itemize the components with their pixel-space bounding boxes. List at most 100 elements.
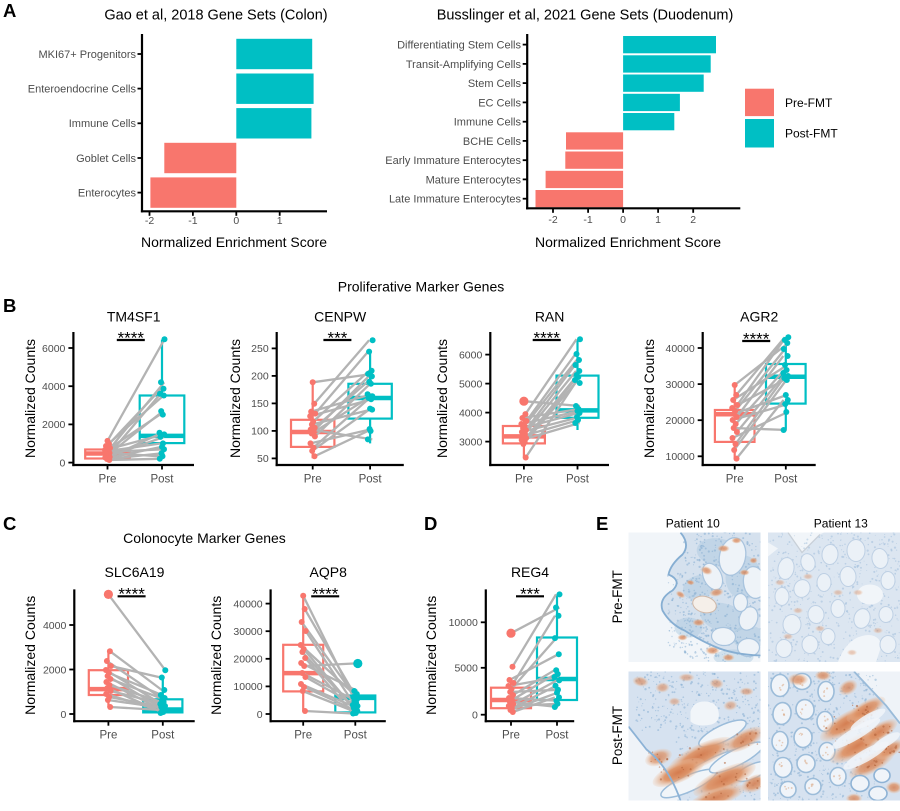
svg-text:***: *** [327,328,347,347]
svg-text:Busslinger et al, 2021 Gene Se: Busslinger et al, 2021 Gene Sets (Duoden… [437,8,734,24]
svg-text:4000: 4000 [42,381,66,393]
svg-text:A: A [3,0,16,21]
svg-text:30000: 30000 [665,379,694,391]
svg-text:Pre: Pre [99,474,117,486]
svg-text:****: **** [312,585,339,604]
svg-text:10000: 10000 [233,681,262,693]
svg-text:Pre: Pre [502,730,520,742]
svg-text:Normalized Enrichment Score: Normalized Enrichment Score [141,234,327,250]
svg-text:10000: 10000 [665,451,694,463]
svg-text:Pre-FMT: Pre-FMT [785,96,833,110]
svg-text:REG4: REG4 [511,564,549,580]
svg-text:MKI67+ Progenitors: MKI67+ Progenitors [38,49,136,61]
svg-text:Mature Enterocytes: Mature Enterocytes [426,174,522,186]
svg-text:40000: 40000 [233,598,262,610]
svg-text:BCHE Cells: BCHE Cells [463,136,522,148]
svg-text:Goblet Cells: Goblet Cells [76,153,136,165]
svg-text:Normalized Counts: Normalized Counts [22,339,38,458]
svg-text:6000: 6000 [459,349,483,361]
svg-text:Normalized Counts: Normalized Counts [227,339,243,458]
svg-text:RAN: RAN [535,308,565,324]
svg-text:***: *** [520,585,540,604]
svg-text:-1: -1 [188,215,197,227]
svg-text:****: **** [118,328,145,347]
svg-text:Late Immature Enterocytes: Late Immature Enterocytes [389,194,522,206]
svg-text:B: B [3,295,16,316]
svg-text:Post-FMT: Post-FMT [610,706,625,765]
svg-text:2000: 2000 [43,664,67,676]
svg-text:Post: Post [566,474,590,486]
svg-text:5000: 5000 [459,378,483,390]
svg-text:Immune Cells: Immune Cells [69,118,137,130]
svg-text:Post: Post [359,474,383,486]
svg-text:****: **** [533,328,560,347]
svg-text:-1: -1 [583,214,592,226]
svg-text:EC Cells: EC Cells [478,97,521,109]
svg-text:20000: 20000 [233,654,262,666]
svg-text:40000: 40000 [665,343,694,355]
svg-text:0: 0 [60,457,66,469]
svg-text:Post-FMT: Post-FMT [785,126,838,140]
svg-text:200: 200 [251,371,269,383]
svg-text:-2: -2 [548,214,557,226]
svg-text:0: 0 [620,214,626,226]
svg-text:10000: 10000 [449,617,478,629]
svg-text:0: 0 [233,215,239,227]
svg-text:4000: 4000 [43,620,67,632]
svg-text:Proliferative Marker Genes: Proliferative Marker Genes [338,279,505,295]
svg-text:Pre: Pre [304,474,322,486]
svg-text:150: 150 [251,398,269,410]
svg-text:Post: Post [545,730,569,742]
svg-text:Normalized Counts: Normalized Counts [434,339,450,458]
svg-text:Post: Post [774,474,798,486]
svg-text:1: 1 [655,214,661,226]
svg-text:Normalized Counts: Normalized Counts [22,596,38,715]
svg-text:CENPW: CENPW [314,308,367,324]
svg-text:AQP8: AQP8 [310,564,348,580]
svg-text:E: E [596,513,608,534]
svg-text:Pre: Pre [726,474,744,486]
svg-text:****: **** [118,585,145,604]
svg-text:1: 1 [277,215,283,227]
svg-text:Enterocytes: Enterocytes [78,188,137,200]
svg-text:0: 0 [257,709,263,721]
svg-text:Gao et al, 2018 Gene Sets (Col: Gao et al, 2018 Gene Sets (Colon) [104,8,327,24]
svg-text:2: 2 [690,214,696,226]
svg-text:Immune Cells: Immune Cells [454,117,522,129]
svg-text:Patient 10: Patient 10 [666,516,720,530]
svg-text:50: 50 [257,453,269,465]
svg-text:4000: 4000 [459,407,483,419]
svg-text:2000: 2000 [42,419,66,431]
svg-text:Early Immature Enterocytes: Early Immature Enterocytes [385,155,521,167]
svg-text:5000: 5000 [454,663,478,675]
svg-text:0: 0 [60,709,66,721]
svg-text:30000: 30000 [233,626,262,638]
svg-text:6000: 6000 [42,343,66,355]
svg-text:****: **** [743,329,770,348]
svg-text:Post: Post [151,730,175,742]
svg-text:Normalized Enrichment Score: Normalized Enrichment Score [535,234,721,250]
svg-text:Pre: Pre [99,730,117,742]
svg-text:D: D [424,513,437,534]
svg-text:Normalized Counts: Normalized Counts [423,596,439,715]
svg-text:Post: Post [344,730,368,742]
svg-text:Normalized Counts: Normalized Counts [208,596,224,715]
svg-text:0: 0 [472,710,478,722]
svg-text:Colonocyte Marker Genes: Colonocyte Marker Genes [123,530,286,546]
svg-text:Differentiating Stem Cells: Differentiating Stem Cells [397,40,521,52]
svg-text:Pre-FMT: Pre-FMT [610,570,625,623]
svg-text:Post: Post [150,474,174,486]
svg-text:Normalized Counts: Normalized Counts [641,339,657,458]
svg-text:TM4SF1: TM4SF1 [107,308,161,324]
svg-text:-2: -2 [145,215,154,227]
svg-text:Stem Cells: Stem Cells [468,78,522,90]
svg-text:20000: 20000 [665,415,694,427]
svg-text:SLC6A19: SLC6A19 [105,564,165,580]
svg-text:Enteroendocrine Cells: Enteroendocrine Cells [28,84,137,96]
svg-text:250: 250 [251,343,269,355]
svg-text:AGR2: AGR2 [740,308,778,324]
svg-text:3000: 3000 [459,436,483,448]
svg-text:Pre: Pre [294,730,312,742]
svg-text:Pre: Pre [515,474,533,486]
svg-text:Transit-Amplifying Cells: Transit-Amplifying Cells [406,59,522,71]
